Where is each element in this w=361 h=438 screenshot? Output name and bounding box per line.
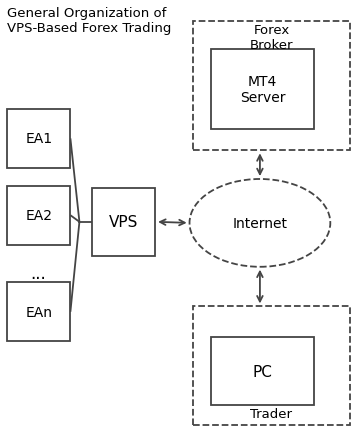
- Text: EAn: EAn: [25, 305, 52, 319]
- Bar: [7, 186, 70, 245]
- Text: VPS: VPS: [109, 215, 138, 230]
- Text: Forex
Broker: Forex Broker: [250, 24, 293, 52]
- Ellipse shape: [190, 180, 330, 267]
- Text: EA2: EA2: [25, 209, 52, 223]
- Bar: [211, 50, 314, 129]
- Text: General Organization of
VPS-Based Forex Trading: General Organization of VPS-Based Forex …: [7, 7, 171, 35]
- Text: PC: PC: [253, 364, 273, 379]
- Text: Trader: Trader: [251, 407, 292, 420]
- Bar: [211, 337, 314, 405]
- Bar: [193, 22, 350, 151]
- Text: MT4
Server: MT4 Server: [240, 75, 286, 105]
- Text: Internet: Internet: [232, 216, 287, 230]
- Bar: [193, 307, 350, 425]
- Bar: [7, 110, 70, 169]
- Text: EA1: EA1: [25, 132, 52, 146]
- Text: ...: ...: [30, 265, 46, 283]
- Bar: [7, 283, 70, 342]
- Bar: [92, 188, 155, 256]
